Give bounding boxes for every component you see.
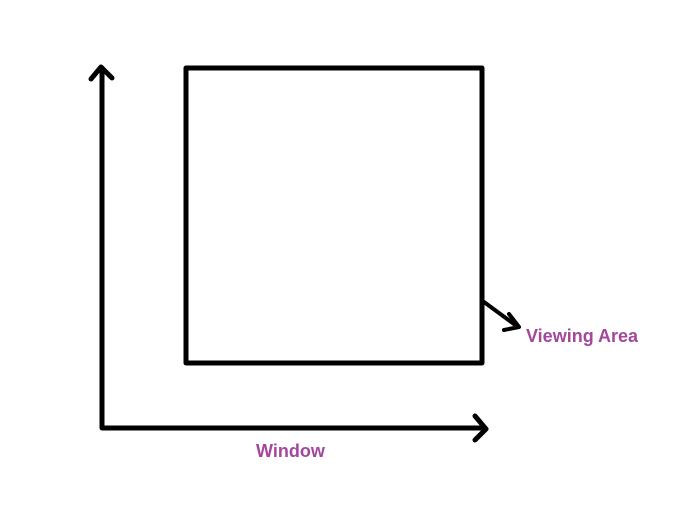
viewing-area-label: Viewing Area xyxy=(526,326,639,346)
viewing-area-pointer-arrowhead xyxy=(502,312,521,332)
vertical-axis-arrowhead xyxy=(88,64,115,82)
window-label: Window xyxy=(256,441,325,461)
viewing-area-pointer-line xyxy=(482,300,520,329)
diagram-strokes xyxy=(88,64,521,443)
horizontal-axis-arrowhead xyxy=(472,413,489,443)
viewing-area-rectangle xyxy=(183,65,485,366)
